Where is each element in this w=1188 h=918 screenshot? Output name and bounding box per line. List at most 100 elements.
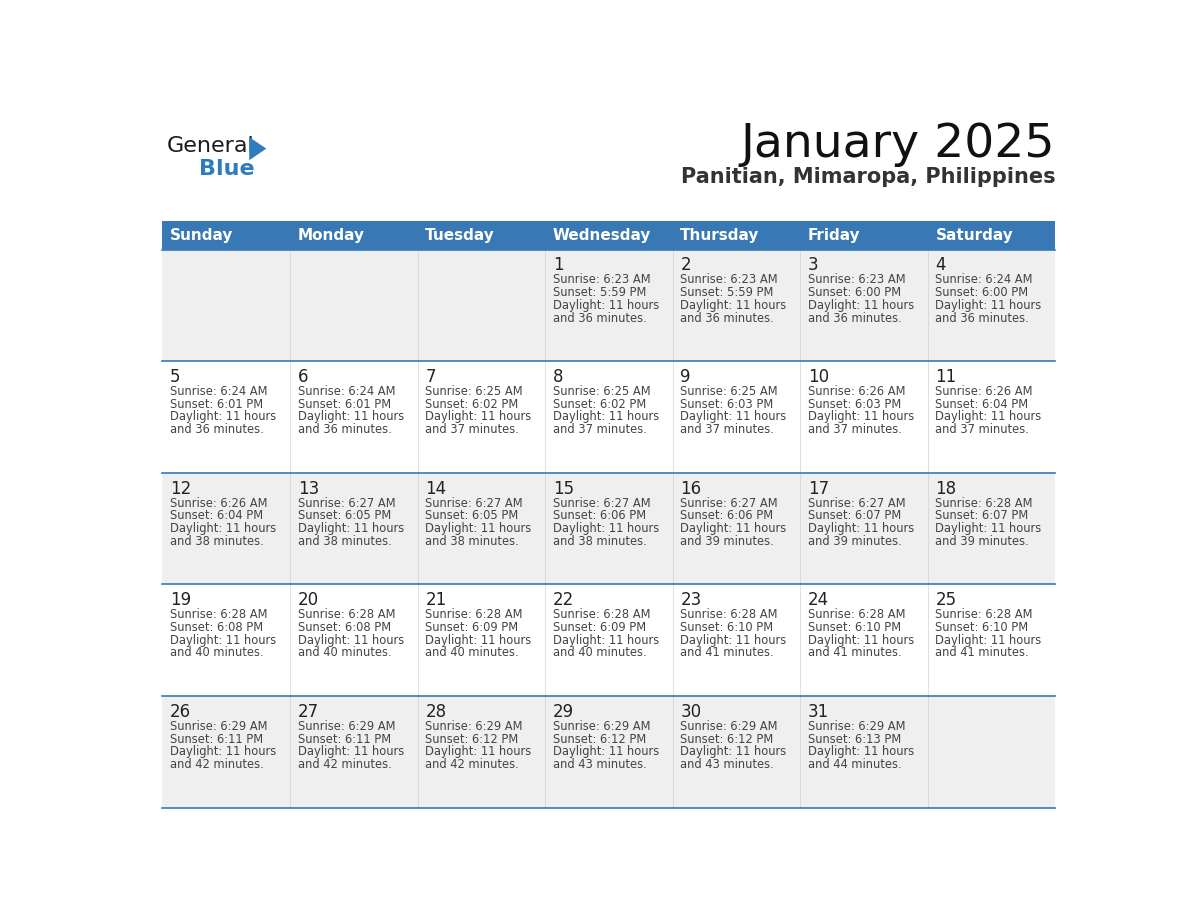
- Text: Blue: Blue: [198, 160, 254, 179]
- Text: Sunrise: 6:29 AM: Sunrise: 6:29 AM: [298, 720, 396, 733]
- Text: Sunrise: 6:26 AM: Sunrise: 6:26 AM: [935, 385, 1032, 398]
- Bar: [163, 585, 1055, 696]
- Text: 25: 25: [935, 591, 956, 610]
- Text: 14: 14: [425, 480, 447, 498]
- Text: Daylight: 11 hours: Daylight: 11 hours: [425, 522, 531, 535]
- Text: Sunset: 6:01 PM: Sunset: 6:01 PM: [298, 397, 391, 410]
- Text: Daylight: 11 hours: Daylight: 11 hours: [552, 299, 659, 312]
- Text: Sunset: 6:05 PM: Sunset: 6:05 PM: [425, 509, 518, 522]
- Text: 27: 27: [298, 703, 318, 721]
- Text: Sunrise: 6:27 AM: Sunrise: 6:27 AM: [808, 497, 905, 509]
- Text: Sunday: Sunday: [170, 228, 234, 242]
- Text: 15: 15: [552, 480, 574, 498]
- Text: and 39 minutes.: and 39 minutes.: [808, 535, 902, 548]
- Text: Daylight: 11 hours: Daylight: 11 hours: [935, 633, 1042, 647]
- Text: Sunset: 6:00 PM: Sunset: 6:00 PM: [935, 286, 1029, 299]
- Text: Daylight: 11 hours: Daylight: 11 hours: [681, 299, 786, 312]
- Text: 9: 9: [681, 368, 691, 386]
- Text: and 43 minutes.: and 43 minutes.: [681, 758, 775, 771]
- Text: Sunrise: 6:25 AM: Sunrise: 6:25 AM: [425, 385, 523, 398]
- Text: Sunrise: 6:28 AM: Sunrise: 6:28 AM: [935, 497, 1032, 509]
- Text: Daylight: 11 hours: Daylight: 11 hours: [552, 745, 659, 758]
- Text: 8: 8: [552, 368, 563, 386]
- Text: Daylight: 11 hours: Daylight: 11 hours: [681, 633, 786, 647]
- Text: Tuesday: Tuesday: [425, 228, 495, 242]
- Text: and 40 minutes.: and 40 minutes.: [298, 646, 391, 659]
- Text: Sunset: 6:09 PM: Sunset: 6:09 PM: [552, 621, 646, 634]
- Text: 10: 10: [808, 368, 829, 386]
- Text: and 36 minutes.: and 36 minutes.: [552, 311, 646, 325]
- Text: Daylight: 11 hours: Daylight: 11 hours: [298, 522, 404, 535]
- Text: Daylight: 11 hours: Daylight: 11 hours: [298, 633, 404, 647]
- Text: Sunrise: 6:23 AM: Sunrise: 6:23 AM: [808, 274, 905, 286]
- Text: Sunrise: 6:28 AM: Sunrise: 6:28 AM: [681, 609, 778, 621]
- Text: 7: 7: [425, 368, 436, 386]
- Text: Sunset: 6:12 PM: Sunset: 6:12 PM: [425, 733, 518, 745]
- Text: and 37 minutes.: and 37 minutes.: [425, 423, 519, 436]
- Text: Sunset: 6:06 PM: Sunset: 6:06 PM: [681, 509, 773, 522]
- Text: Sunrise: 6:24 AM: Sunrise: 6:24 AM: [298, 385, 396, 398]
- Text: Sunset: 6:12 PM: Sunset: 6:12 PM: [552, 733, 646, 745]
- Text: Sunset: 6:12 PM: Sunset: 6:12 PM: [681, 733, 773, 745]
- Text: Sunrise: 6:28 AM: Sunrise: 6:28 AM: [298, 609, 396, 621]
- Text: Daylight: 11 hours: Daylight: 11 hours: [935, 522, 1042, 535]
- Text: and 36 minutes.: and 36 minutes.: [298, 423, 392, 436]
- Text: Sunset: 6:00 PM: Sunset: 6:00 PM: [808, 286, 901, 299]
- Text: Sunset: 6:11 PM: Sunset: 6:11 PM: [298, 733, 391, 745]
- Bar: [163, 696, 1055, 808]
- Text: 13: 13: [298, 480, 320, 498]
- Text: 21: 21: [425, 591, 447, 610]
- Text: 17: 17: [808, 480, 829, 498]
- Text: Sunrise: 6:28 AM: Sunrise: 6:28 AM: [425, 609, 523, 621]
- Text: Sunrise: 6:29 AM: Sunrise: 6:29 AM: [170, 720, 267, 733]
- Text: 1: 1: [552, 256, 563, 274]
- Text: 4: 4: [935, 256, 946, 274]
- Bar: [163, 221, 1055, 250]
- Text: 31: 31: [808, 703, 829, 721]
- Text: Daylight: 11 hours: Daylight: 11 hours: [425, 410, 531, 423]
- Text: 28: 28: [425, 703, 447, 721]
- Text: Daylight: 11 hours: Daylight: 11 hours: [808, 299, 914, 312]
- Text: 19: 19: [170, 591, 191, 610]
- Text: and 38 minutes.: and 38 minutes.: [425, 535, 519, 548]
- Text: Sunset: 6:09 PM: Sunset: 6:09 PM: [425, 621, 518, 634]
- Text: Daylight: 11 hours: Daylight: 11 hours: [552, 633, 659, 647]
- Text: Sunset: 6:08 PM: Sunset: 6:08 PM: [170, 621, 264, 634]
- Text: Sunrise: 6:23 AM: Sunrise: 6:23 AM: [681, 274, 778, 286]
- Text: General: General: [166, 137, 254, 156]
- Text: Sunrise: 6:27 AM: Sunrise: 6:27 AM: [298, 497, 396, 509]
- Text: 29: 29: [552, 703, 574, 721]
- Text: Daylight: 11 hours: Daylight: 11 hours: [170, 410, 277, 423]
- Text: and 43 minutes.: and 43 minutes.: [552, 758, 646, 771]
- Text: and 42 minutes.: and 42 minutes.: [298, 758, 392, 771]
- Text: January 2025: January 2025: [741, 122, 1055, 167]
- Text: Sunset: 5:59 PM: Sunset: 5:59 PM: [552, 286, 646, 299]
- Text: and 36 minutes.: and 36 minutes.: [808, 311, 902, 325]
- Text: Sunset: 6:10 PM: Sunset: 6:10 PM: [935, 621, 1029, 634]
- Text: Sunrise: 6:29 AM: Sunrise: 6:29 AM: [808, 720, 905, 733]
- Text: 3: 3: [808, 256, 819, 274]
- Text: and 37 minutes.: and 37 minutes.: [808, 423, 902, 436]
- Text: and 40 minutes.: and 40 minutes.: [170, 646, 264, 659]
- Text: Daylight: 11 hours: Daylight: 11 hours: [935, 410, 1042, 423]
- Text: Sunset: 6:07 PM: Sunset: 6:07 PM: [808, 509, 902, 522]
- Text: and 42 minutes.: and 42 minutes.: [425, 758, 519, 771]
- Text: and 40 minutes.: and 40 minutes.: [552, 646, 646, 659]
- Text: Sunset: 6:02 PM: Sunset: 6:02 PM: [552, 397, 646, 410]
- Text: Sunset: 6:06 PM: Sunset: 6:06 PM: [552, 509, 646, 522]
- Text: 20: 20: [298, 591, 318, 610]
- Text: Daylight: 11 hours: Daylight: 11 hours: [552, 522, 659, 535]
- Text: Daylight: 11 hours: Daylight: 11 hours: [170, 633, 277, 647]
- Text: 22: 22: [552, 591, 574, 610]
- Text: Sunset: 6:10 PM: Sunset: 6:10 PM: [681, 621, 773, 634]
- Text: 18: 18: [935, 480, 956, 498]
- Text: Sunrise: 6:24 AM: Sunrise: 6:24 AM: [170, 385, 267, 398]
- Text: 16: 16: [681, 480, 701, 498]
- Text: Sunrise: 6:26 AM: Sunrise: 6:26 AM: [170, 497, 267, 509]
- Text: Sunset: 6:03 PM: Sunset: 6:03 PM: [808, 397, 902, 410]
- Text: Daylight: 11 hours: Daylight: 11 hours: [552, 410, 659, 423]
- Text: Daylight: 11 hours: Daylight: 11 hours: [808, 745, 914, 758]
- Text: 11: 11: [935, 368, 956, 386]
- Text: Sunrise: 6:29 AM: Sunrise: 6:29 AM: [425, 720, 523, 733]
- Text: Sunrise: 6:28 AM: Sunrise: 6:28 AM: [808, 609, 905, 621]
